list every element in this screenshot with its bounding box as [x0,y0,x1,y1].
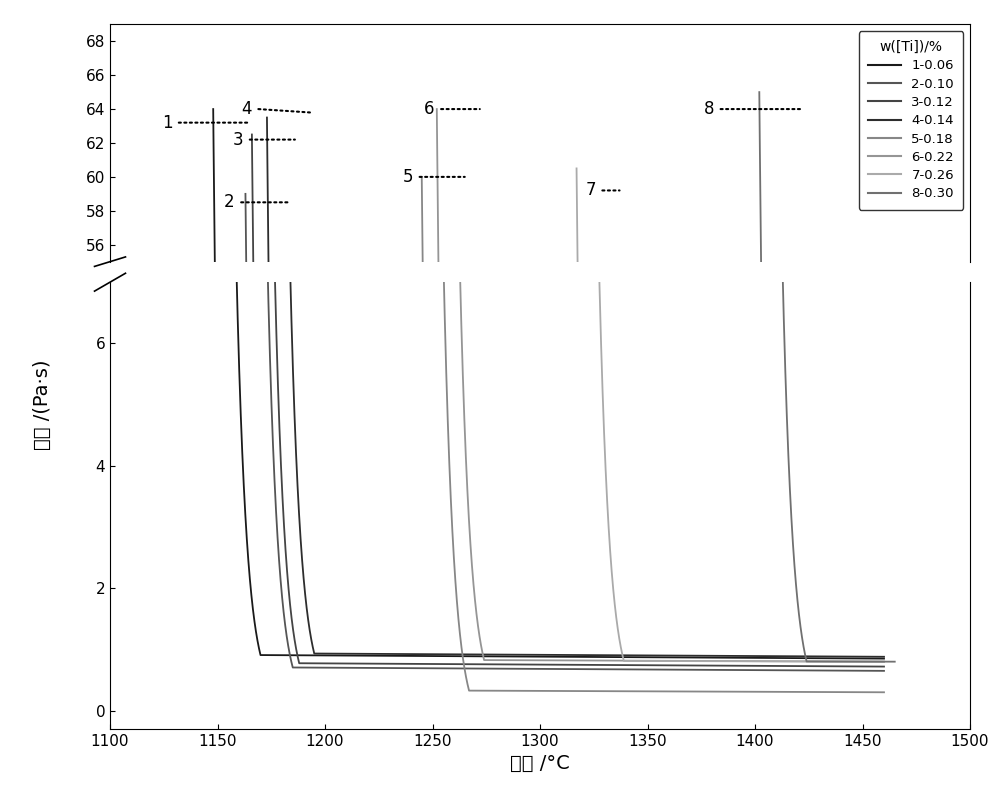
Text: 7: 7 [585,181,596,199]
Text: 3: 3 [233,130,243,148]
Text: 6: 6 [424,100,435,118]
Text: 1: 1 [162,113,172,132]
Legend: 1-0.06, 2-0.10, 3-0.12, 4-0.14, 5-0.18, 6-0.22, 7-0.26, 8-0.30: 1-0.06, 2-0.10, 3-0.12, 4-0.14, 5-0.18, … [859,31,963,210]
Text: 4: 4 [241,100,252,118]
Text: 5: 5 [403,168,413,185]
Text: 2: 2 [224,194,235,211]
X-axis label: 温度 /°C: 温度 /°C [510,754,570,774]
Text: 8: 8 [704,100,714,118]
Text: 粘度 /(Pa·s): 粘度 /(Pa·s) [33,360,52,450]
